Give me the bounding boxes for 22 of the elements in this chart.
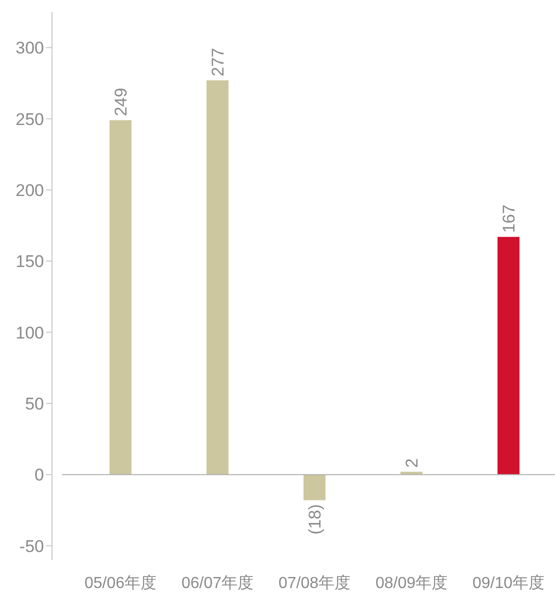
bar: [498, 236, 520, 475]
x-tick-label: 05/06年度: [84, 574, 157, 592]
x-tick-label: 09/10年度: [472, 574, 545, 592]
bar: [110, 120, 132, 475]
x-tick-label: 08/09年度: [375, 574, 448, 592]
data-label: 167: [500, 204, 518, 233]
y-tick-label: 50: [25, 394, 44, 414]
data-label: 277: [208, 48, 228, 76]
bar: [206, 80, 228, 475]
y-tick-label: 100: [16, 323, 44, 342]
x-tick-label: 07/08年度: [278, 574, 351, 592]
y-tick-label: 0: [34, 466, 44, 485]
x-tick-label: 06/07年度: [181, 574, 254, 592]
data-label: 2: [402, 458, 422, 468]
y-tick-label: 150: [16, 252, 44, 272]
y-tick-label: 250: [16, 110, 44, 129]
data-label: 249: [112, 88, 130, 116]
y-tick-label: -50: [19, 536, 44, 556]
bar: [304, 474, 326, 500]
y-tick-label: 200: [16, 180, 44, 200]
data-label: (18): [306, 504, 324, 534]
y-tick-label: 300: [16, 38, 44, 58]
